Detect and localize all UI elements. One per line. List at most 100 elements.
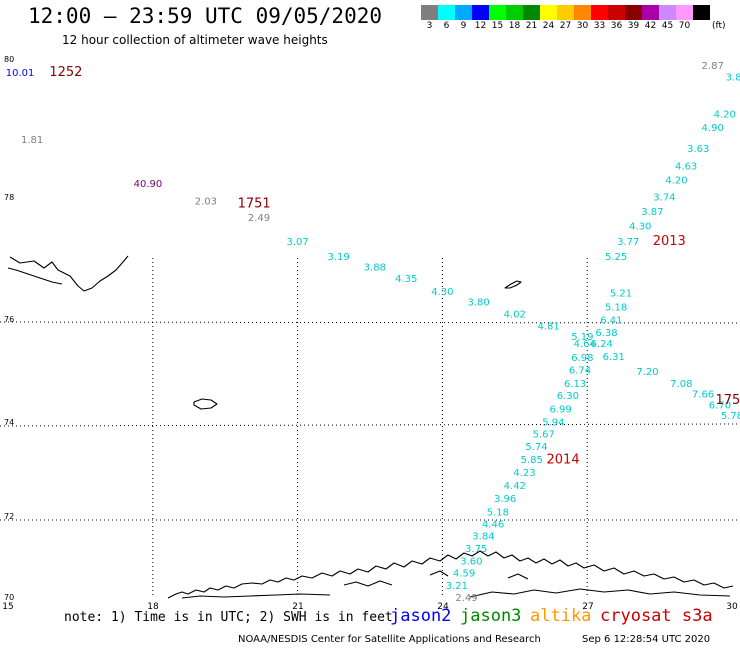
lon-tick-label: 18 bbox=[147, 602, 159, 612]
lat-tick-label: 74 bbox=[4, 418, 14, 427]
pass-time-label: 2014 bbox=[547, 453, 580, 468]
legend-bin-label: 30 bbox=[576, 21, 589, 31]
wave-height-value: 4.59 bbox=[453, 569, 475, 580]
wave-height-value: 5.78 bbox=[721, 411, 740, 422]
legend-bin-label: 15 bbox=[491, 21, 504, 31]
legend-swatch bbox=[659, 5, 676, 20]
legend-cryosat-s3a: cryosat s3a bbox=[600, 606, 713, 626]
legend-bin: 6 bbox=[438, 5, 455, 31]
legend-jason2: jason2 bbox=[390, 606, 452, 626]
color-legend: 3 6 9 12 15 18 21 24 27 30 33 36 39 42 45 70 (ft) bbox=[421, 5, 726, 31]
parallel-line bbox=[0, 321, 740, 324]
wave-height-value: 5.94 bbox=[542, 418, 564, 429]
legend-bin-label: 39 bbox=[627, 21, 640, 31]
footer-note: note: 1) Time is in UTC; 2) SWH is in fe… bbox=[64, 610, 393, 625]
wave-height-value: 4.23 bbox=[513, 468, 535, 479]
wave-height-value: 5.18 bbox=[605, 302, 627, 313]
wave-height-value: 4.35 bbox=[395, 274, 417, 285]
wave-height-value: 4.42 bbox=[504, 481, 526, 492]
legend-bin-label: 6 bbox=[443, 21, 450, 31]
wave-height-value: 5.19 bbox=[571, 332, 593, 343]
wave-height-value: 4.81 bbox=[537, 322, 559, 333]
wave-height-value: 6.24 bbox=[591, 339, 613, 350]
wave-height-value: 3.07 bbox=[286, 237, 308, 248]
wave-height-value: 3.60 bbox=[460, 556, 482, 567]
wave-height-value: 6.41 bbox=[600, 316, 622, 327]
legend-bin: 3 bbox=[421, 5, 438, 31]
legend-swatch bbox=[472, 5, 489, 20]
wave-height-value: 4.20 bbox=[665, 175, 687, 186]
wave-height-value: 4.63 bbox=[675, 161, 697, 172]
wave-height-value: 2.87 bbox=[702, 61, 724, 72]
credit-line: NOAA/NESDIS Center for Satellite Applica… bbox=[238, 634, 541, 645]
wave-height-value: 3.84 bbox=[472, 532, 494, 543]
legend-swatch bbox=[676, 5, 693, 20]
legend-bin: 70 bbox=[676, 5, 693, 31]
legend-bin: 21 bbox=[523, 5, 540, 31]
wave-height-value: 4.02 bbox=[504, 309, 526, 320]
lat-tick-label: 78 bbox=[4, 193, 14, 202]
legend-bin-label: 36 bbox=[610, 21, 623, 31]
legend-bin bbox=[693, 5, 710, 31]
wave-height-value: 2.03 bbox=[195, 197, 217, 208]
wave-height-value: 5.85 bbox=[521, 455, 543, 466]
wave-height-value: 5.67 bbox=[533, 429, 555, 440]
wave-height-value: 7.20 bbox=[636, 367, 658, 378]
bear-island-coast bbox=[193, 398, 218, 410]
legend-bin-label: 42 bbox=[644, 21, 657, 31]
legend-bin-label: 27 bbox=[559, 21, 572, 31]
wave-height-value: 10.01 bbox=[6, 68, 35, 79]
wave-height-value: 7.08 bbox=[670, 379, 692, 390]
wave-height-value: 7.66 bbox=[692, 390, 714, 401]
norway-coast bbox=[167, 550, 734, 599]
pass-time-label: 1751 bbox=[238, 196, 271, 211]
legend-bin-label: 45 bbox=[661, 21, 674, 31]
legend-bin: 18 bbox=[506, 5, 523, 31]
legend-swatch bbox=[540, 5, 557, 20]
legend-bin-label: 3 bbox=[426, 21, 433, 31]
map-title: 12:00 – 23:59 UTC 09/05/2020 bbox=[28, 4, 383, 28]
wave-height-value: 3.96 bbox=[494, 494, 516, 505]
wave-height-value: 4.64 bbox=[574, 339, 596, 350]
wave-height-value: 3.88 bbox=[364, 263, 386, 274]
legend-bin-label: 24 bbox=[542, 21, 555, 31]
legend-swatch bbox=[557, 5, 574, 20]
legend-bin: 45 bbox=[659, 5, 676, 31]
wave-height-value: 5.25 bbox=[605, 252, 627, 263]
wave-height-value: 3.83 bbox=[726, 72, 740, 83]
wave-height-value: 2.49 bbox=[455, 593, 477, 604]
legend-bin: 9 bbox=[455, 5, 472, 31]
wave-height-value: 5.18 bbox=[487, 508, 509, 519]
wave-height-value: 6.70 bbox=[709, 400, 731, 411]
pass-time-label: 1750 bbox=[715, 393, 740, 408]
pass-time-label: 2013 bbox=[653, 234, 686, 249]
legend-swatch bbox=[625, 5, 642, 20]
wave-height-value: 3.63 bbox=[687, 144, 709, 155]
legend-bin-label: 9 bbox=[460, 21, 467, 31]
legend-bin: 15 bbox=[489, 5, 506, 31]
lat-lon-grid bbox=[0, 258, 740, 596]
generation-timestamp: Sep 6 12:28:54 UTC 2020 bbox=[582, 634, 711, 645]
lat-tick-label: 70 bbox=[4, 593, 14, 602]
wave-height-value: 4.20 bbox=[714, 109, 736, 120]
legend-bin-label: 21 bbox=[525, 21, 538, 31]
legend-swatch bbox=[642, 5, 659, 20]
legend-bin-label: 33 bbox=[593, 21, 606, 31]
lat-tick-label: 80 bbox=[4, 55, 14, 64]
lat-tick-label: 76 bbox=[4, 315, 14, 324]
legend-bin: 24 bbox=[540, 5, 557, 31]
lon-tick-label: 27 bbox=[582, 602, 593, 612]
legend-bin: 30 bbox=[574, 5, 591, 31]
legend-swatch bbox=[608, 5, 625, 20]
legend-bin-label: 70 bbox=[678, 21, 691, 31]
svalbard-coast bbox=[7, 255, 129, 292]
wave-height-value: 5.74 bbox=[525, 442, 547, 453]
legend-bin: 33 bbox=[591, 5, 608, 31]
wave-height-value: 3.74 bbox=[653, 192, 675, 203]
legend-bin-label: 18 bbox=[508, 21, 521, 31]
wave-height-value: 6.38 bbox=[595, 328, 617, 339]
observation-labels: 10.01 3.83 4.20 4.90 3.63 4.63 4.20 3.74 3.87 4.3… bbox=[6, 61, 740, 604]
wave-height-value: 3.77 bbox=[617, 237, 639, 248]
legend-unit: (ft) bbox=[712, 21, 726, 31]
